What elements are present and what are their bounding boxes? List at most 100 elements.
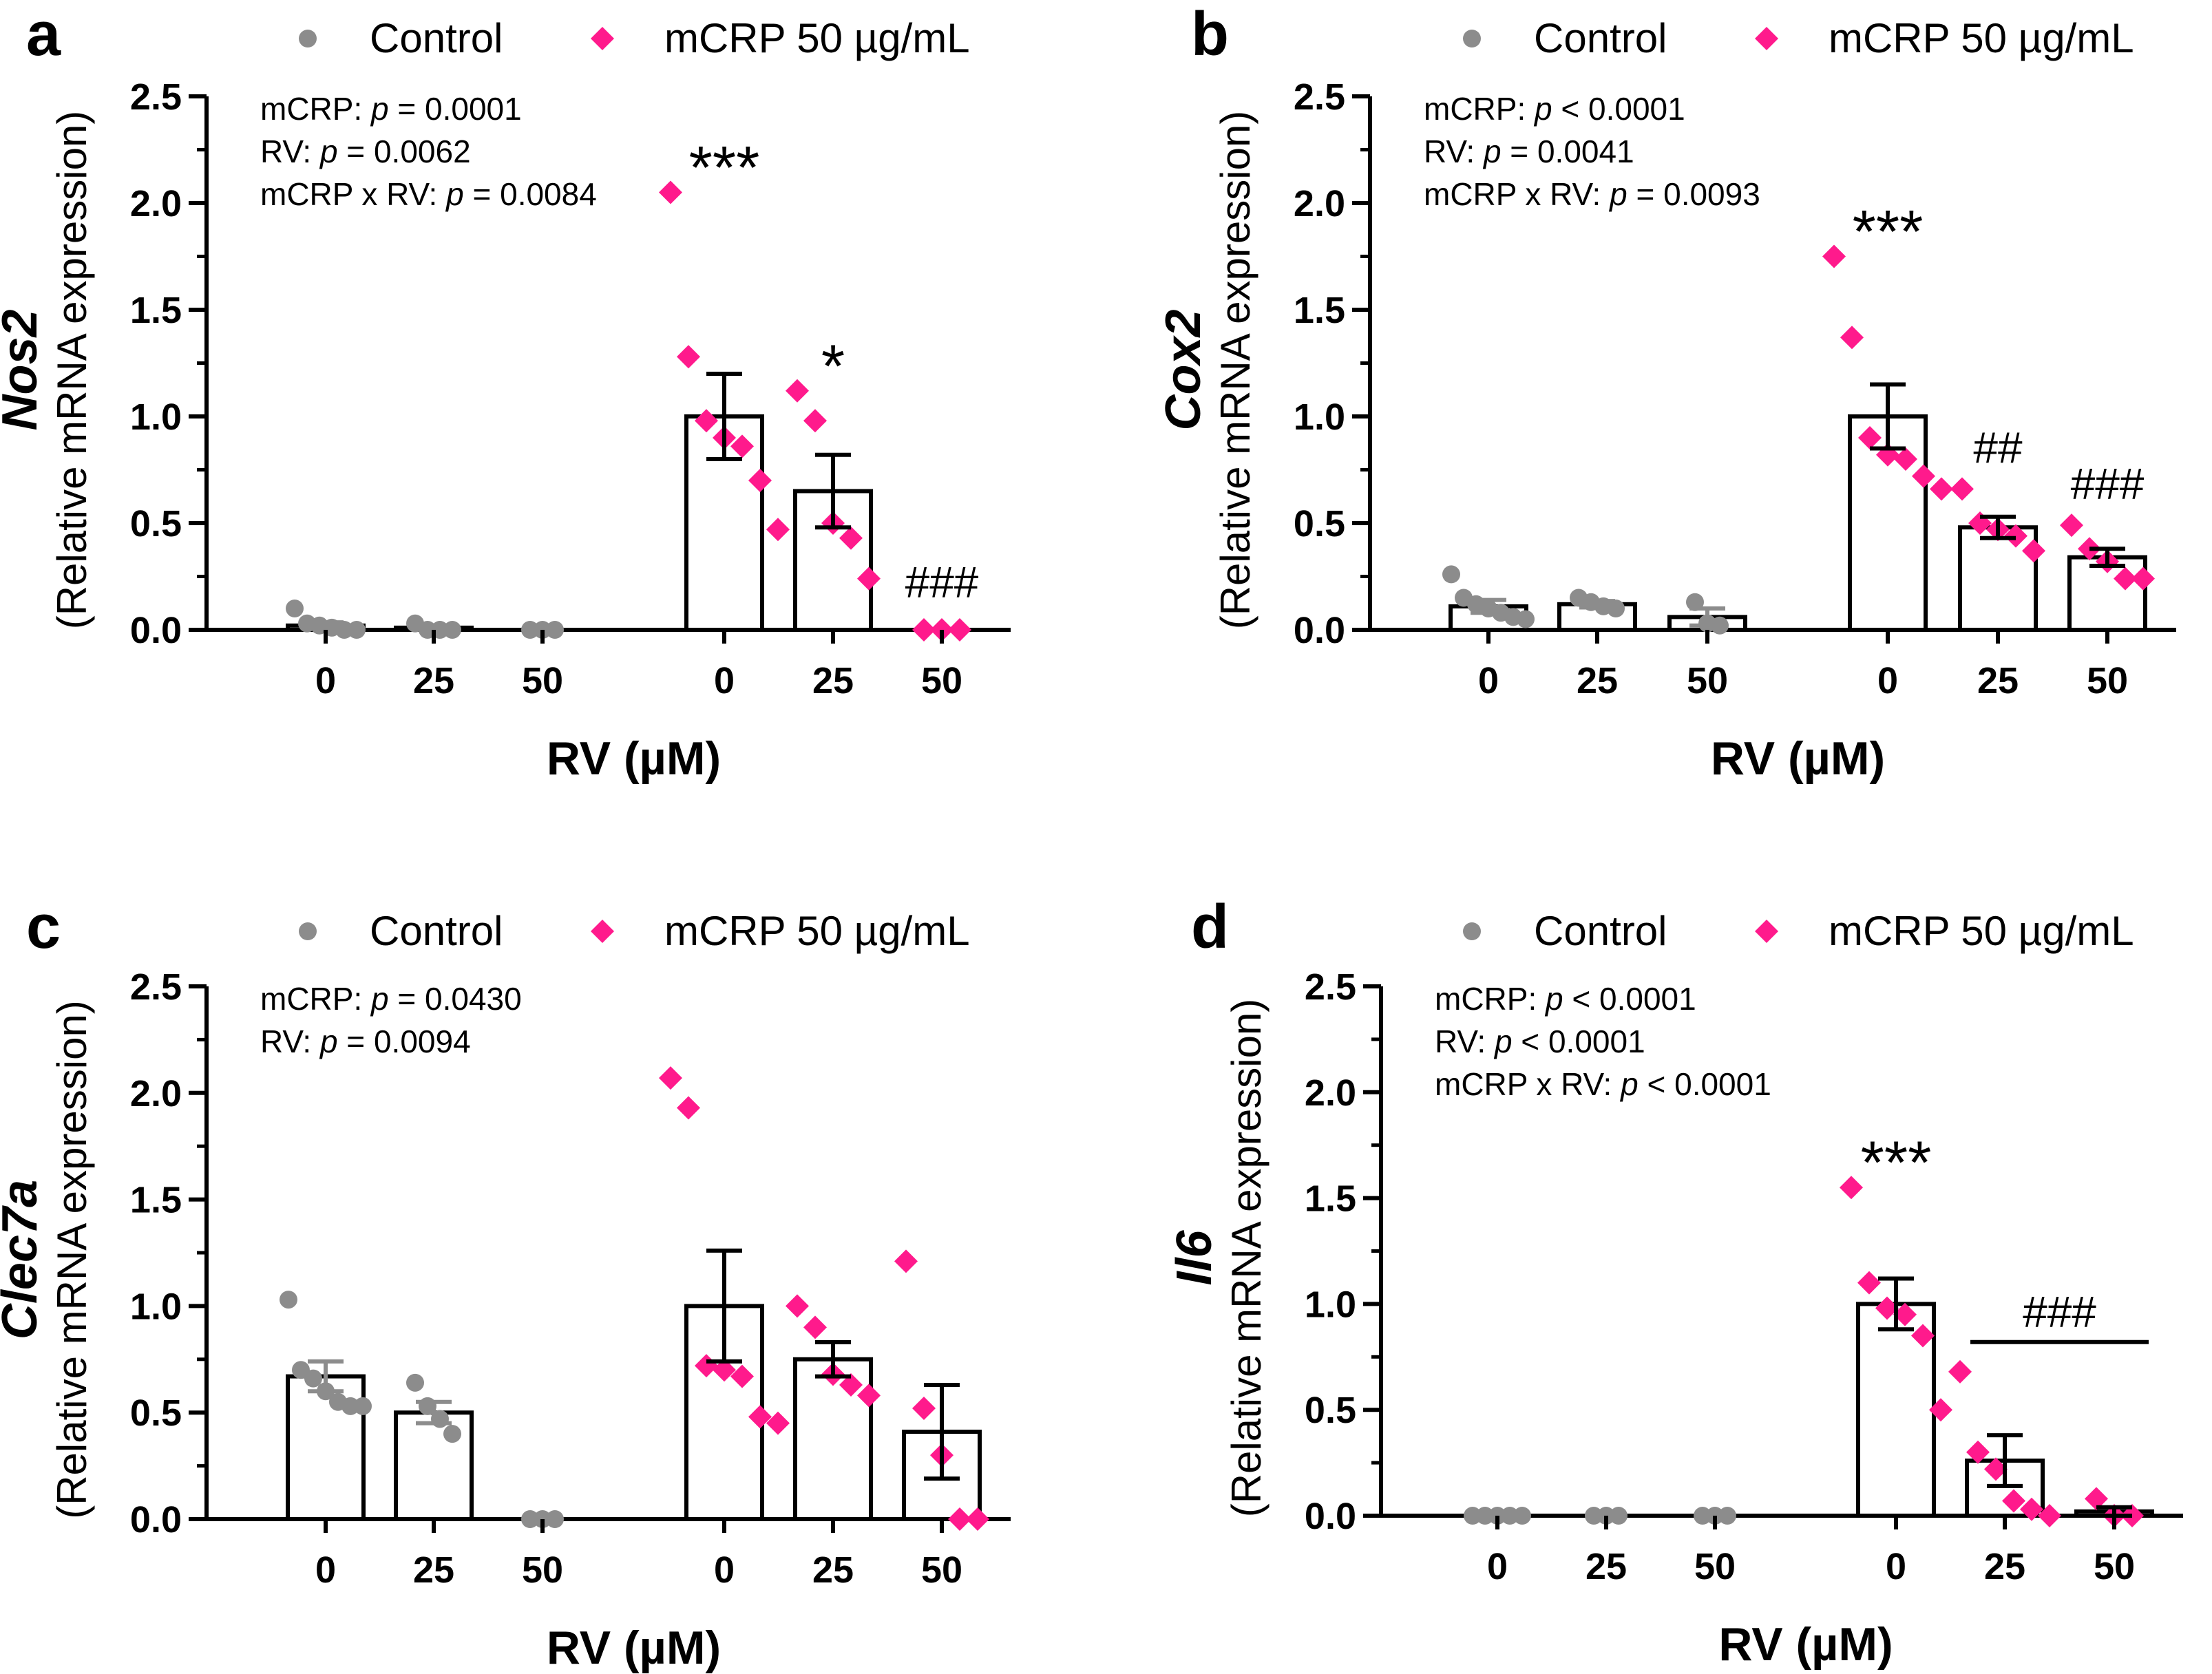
stat-line: RV: p < 0.0001 bbox=[1435, 1024, 1645, 1059]
data-point bbox=[1585, 1507, 1603, 1525]
y-tick-label: 0.0 bbox=[1305, 1496, 1356, 1537]
y-tick-label: 2.0 bbox=[130, 1073, 182, 1114]
data-point bbox=[280, 1291, 297, 1309]
y-tick-label: 2.5 bbox=[1294, 76, 1345, 118]
stat-p-symbol: p bbox=[1493, 1024, 1513, 1059]
legend-control-marker bbox=[1463, 922, 1481, 940]
stat-value: = 0.0062 bbox=[338, 134, 471, 169]
significance-label: *** bbox=[1861, 1128, 1932, 1196]
data-point bbox=[521, 1510, 539, 1528]
data-point bbox=[1610, 1507, 1628, 1525]
data-point bbox=[912, 618, 936, 642]
x-tick-label: 0 bbox=[714, 1549, 735, 1591]
y-tick-label: 1.0 bbox=[1294, 396, 1345, 438]
y-tick-label: 2.5 bbox=[130, 76, 182, 118]
stat-line: RV: p = 0.0062 bbox=[260, 134, 471, 169]
stat-p-symbol: p bbox=[1482, 134, 1502, 169]
data-point bbox=[2022, 539, 2045, 563]
stat-value: = 0.0041 bbox=[1502, 134, 1634, 169]
x-tick-label: 50 bbox=[522, 1549, 563, 1591]
panel-letter: c bbox=[26, 893, 61, 962]
significance-label: ### bbox=[2071, 459, 2145, 509]
data-point bbox=[1857, 1271, 1881, 1295]
data-point bbox=[1911, 1324, 1935, 1348]
stat-p-symbol: p bbox=[1608, 176, 1628, 212]
x-tick-label: 0 bbox=[315, 1549, 336, 1591]
data-point bbox=[1893, 1302, 1917, 1326]
data-point bbox=[335, 621, 353, 639]
x-tick-label: 25 bbox=[413, 1549, 454, 1591]
data-point bbox=[2020, 1497, 2043, 1521]
y-tick-label: 0.5 bbox=[1305, 1390, 1356, 1431]
legend-mcrp-label: mCRP 50 µg/mL bbox=[1829, 908, 2134, 954]
stat-p-symbol: p bbox=[319, 1024, 338, 1059]
legend-control-marker bbox=[1463, 30, 1481, 47]
stat-value: < 0.0001 bbox=[1563, 981, 1696, 1017]
y-tick-label: 2.0 bbox=[1294, 183, 1345, 224]
data-point bbox=[839, 1373, 863, 1397]
y-axis-label: (Relative mRNA expression) bbox=[1212, 111, 1258, 630]
x-tick-label: 25 bbox=[812, 1549, 854, 1591]
y-tick-label: 1.0 bbox=[130, 396, 182, 438]
y-tick-label: 0.0 bbox=[130, 610, 182, 651]
data-point bbox=[748, 469, 772, 492]
significance-label: ### bbox=[905, 558, 979, 607]
x-axis-label: RV (µM) bbox=[1711, 732, 1885, 785]
data-point bbox=[1442, 565, 1460, 584]
y-tick-label: 0.0 bbox=[130, 1499, 182, 1540]
data-point bbox=[677, 1096, 700, 1120]
legend-mcrp-marker bbox=[591, 27, 614, 50]
stat-line: mCRP x RV: p = 0.0084 bbox=[260, 176, 597, 212]
stat-prefix: RV: bbox=[260, 134, 320, 169]
legend-control-label: Control bbox=[1534, 15, 1667, 61]
y-tick-label: 2.0 bbox=[1305, 1072, 1356, 1114]
stat-value: < 0.0001 bbox=[1513, 1024, 1645, 1059]
x-tick-label: 0 bbox=[1877, 660, 1898, 701]
bar bbox=[394, 1410, 474, 1521]
y-tick-label: 0.0 bbox=[1294, 610, 1345, 651]
legend-mcrp-marker bbox=[1755, 920, 1778, 943]
x-tick-label: 50 bbox=[2087, 660, 2128, 701]
significance-label: *** bbox=[1853, 198, 1924, 266]
x-tick-label: 50 bbox=[921, 660, 962, 701]
x-tick-label: 25 bbox=[1984, 1546, 2025, 1587]
data-point bbox=[443, 1425, 461, 1443]
stat-prefix: mCRP x RV: bbox=[260, 176, 446, 212]
x-tick-label: 25 bbox=[1577, 660, 1618, 701]
y-tick-label: 1.5 bbox=[1294, 290, 1345, 331]
stat-prefix: RV: bbox=[1435, 1024, 1495, 1059]
y-axis-gene-label: Il6 bbox=[1167, 1230, 1222, 1286]
x-tick-label: 0 bbox=[1487, 1546, 1508, 1587]
data-point bbox=[839, 526, 863, 550]
data-point bbox=[966, 1507, 989, 1531]
data-point bbox=[1840, 326, 1864, 350]
data-point bbox=[786, 1294, 809, 1318]
stat-line: mCRP: p = 0.0430 bbox=[260, 981, 522, 1017]
stat-p-symbol: p bbox=[445, 176, 464, 212]
data-point bbox=[677, 345, 700, 369]
stat-p-symbol: p bbox=[1544, 981, 1563, 1017]
data-point bbox=[546, 621, 564, 639]
data-point bbox=[1966, 1440, 1990, 1464]
stat-prefix: mCRP: bbox=[1435, 981, 1546, 1017]
data-point bbox=[2004, 524, 2027, 548]
data-point bbox=[2131, 566, 2155, 591]
stat-prefix: mCRP: bbox=[260, 91, 371, 127]
stat-value: < 0.0001 bbox=[1552, 91, 1685, 127]
stat-line: mCRP x RV: p < 0.0001 bbox=[1435, 1066, 1771, 1102]
stat-line: mCRP: p = 0.0001 bbox=[260, 91, 522, 127]
data-point bbox=[546, 1510, 564, 1528]
x-tick-label: 25 bbox=[1586, 1546, 1627, 1587]
data-point bbox=[659, 180, 682, 204]
legend-mcrp-label: mCRP 50 µg/mL bbox=[664, 15, 970, 61]
data-point bbox=[521, 621, 539, 639]
data-point bbox=[348, 621, 366, 639]
data-point bbox=[1894, 447, 1917, 471]
stat-value: = 0.0001 bbox=[389, 91, 522, 127]
y-axis-gene-label: Clec7a bbox=[0, 1180, 48, 1339]
legend-mcrp-marker bbox=[591, 920, 614, 943]
data-point bbox=[1694, 1507, 1711, 1525]
data-point bbox=[341, 1397, 359, 1415]
chart-panel-d: d Control mCRP 50 µg/mL 0.0 0.5 1.0 1.5 2.0 2.5 I… bbox=[1167, 893, 2183, 1671]
